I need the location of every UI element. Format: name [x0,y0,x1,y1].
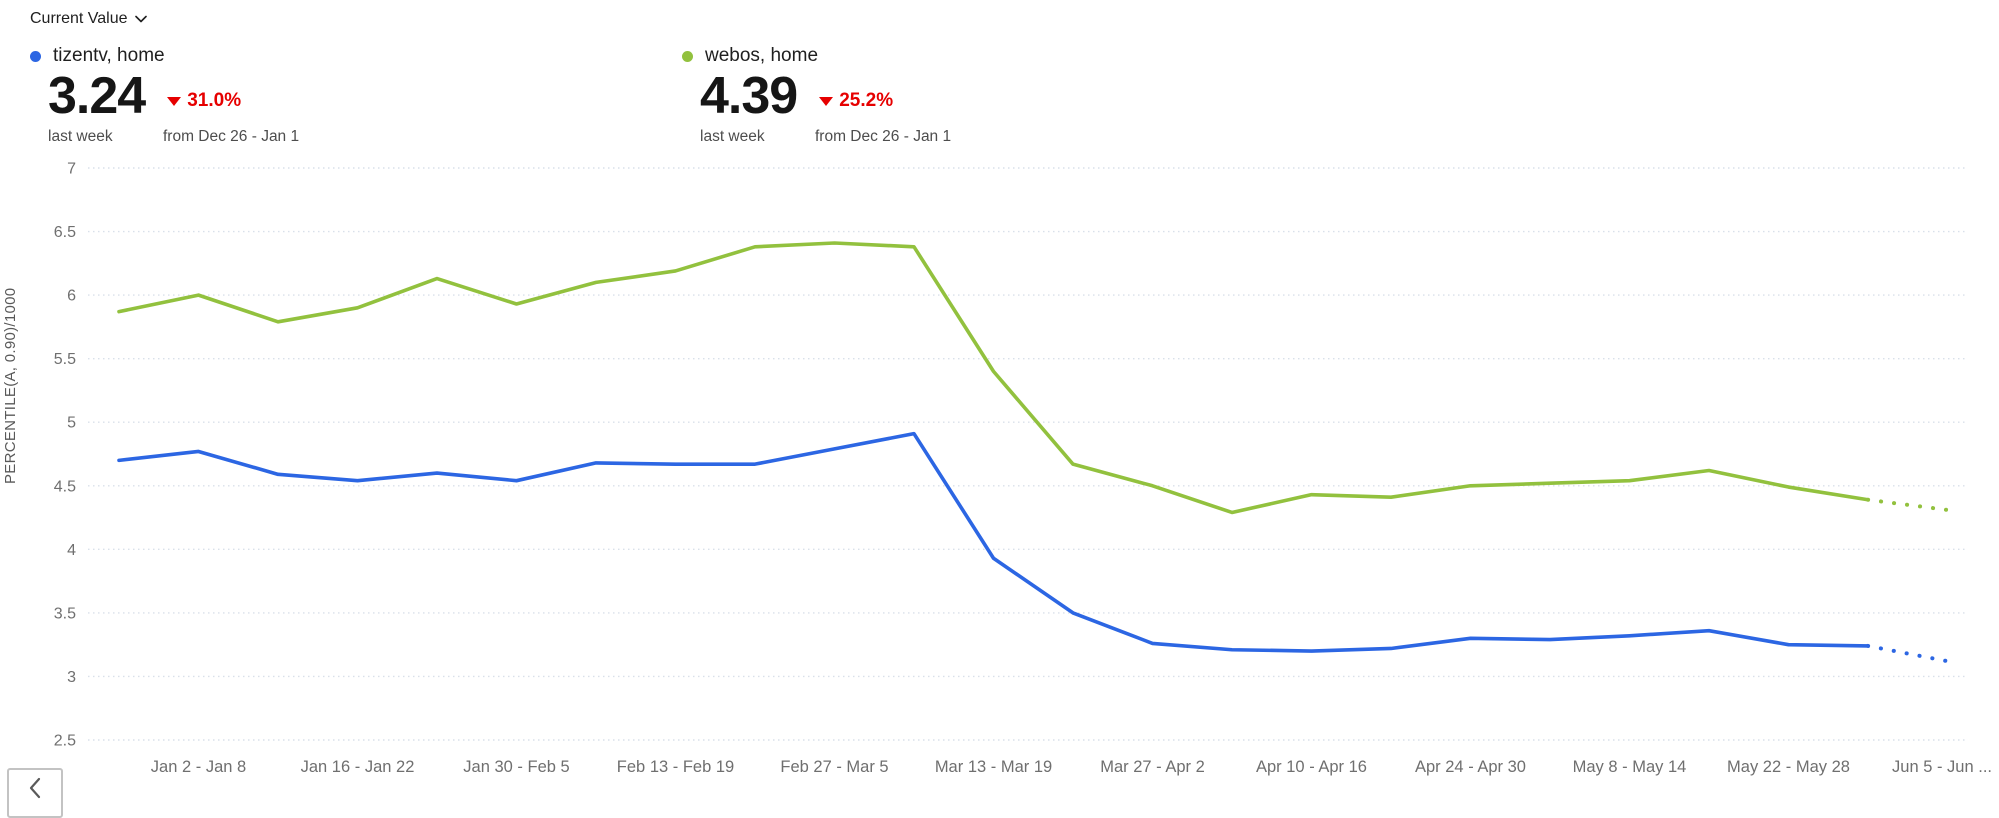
current-value: 4.39 [700,67,798,125]
svg-text:Feb 27 - Mar 5: Feb 27 - Mar 5 [780,758,888,776]
svg-text:Apr 24 - Apr 30: Apr 24 - Apr 30 [1415,758,1526,776]
chevron-left-icon [29,777,41,799]
svg-text:4: 4 [67,542,76,559]
period-label: last week [48,128,113,145]
delta-badge: 31.0% [167,90,241,112]
current-value-dropdown[interactable]: Current Value [30,10,147,28]
svg-text:May 22 - May 28: May 22 - May 28 [1727,758,1850,776]
delta-percent: 25.2% [839,90,894,111]
svg-text:3: 3 [67,669,76,686]
current-value: 3.24 [48,67,146,125]
svg-text:6.5: 6.5 [54,224,76,241]
metric-block-tizentv: tizentv, home 3.24 31.0% last week from … [30,45,300,146]
current-value-dropdown-label: Current Value [30,10,128,27]
svg-text:Feb 13 - Feb 19: Feb 13 - Feb 19 [617,758,734,776]
comparison-label: from Dec 26 - Jan 1 [163,128,300,145]
arrow-down-icon [819,96,834,106]
svg-text:Jun 5 - Jun ...: Jun 5 - Jun ... [1892,758,1992,776]
svg-text:Jan 30 - Feb 5: Jan 30 - Feb 5 [463,758,569,776]
svg-text:Mar 13 - Mar 19: Mar 13 - Mar 19 [935,758,1052,776]
legend-row[interactable]: tizentv, home [30,45,299,66]
legend-row[interactable]: webos, home [682,45,951,66]
svg-text:Jan 16 - Jan 22: Jan 16 - Jan 22 [301,758,415,776]
comparison-label: from Dec 26 - Jan 1 [815,128,952,145]
prev-page-button[interactable] [7,768,63,818]
svg-text:5.5: 5.5 [54,351,76,368]
delta-percent: 31.0% [187,90,242,111]
svg-text:Jan 2 - Jan 8: Jan 2 - Jan 8 [151,758,246,776]
series-dot-green [682,50,693,62]
svg-text:May 8 - May 14: May 8 - May 14 [1573,758,1687,776]
metric-block-webos: webos, home 4.39 25.2% last week from De… [682,45,952,146]
dashboard-chart-panel: { "header": { "metric_selector_label": "… [2,10,1992,818]
period-label: last week [700,128,765,145]
delta-badge: 25.2% [819,90,893,112]
svg-text:2.5: 2.5 [54,733,76,750]
series-name: tizentv, home [53,45,165,66]
series-dot-blue [30,50,41,62]
arrow-down-icon [167,96,182,106]
svg-text:4.5: 4.5 [54,478,76,495]
chart-svg: 2.5 3 3.5 4 4.5 5 5.5 6 6.5 7 Jan 2 - Jan 8 Jan 16 … [54,161,1992,777]
series-name: webos, home [705,45,819,66]
svg-text:6: 6 [67,288,76,305]
svg-text:Mar 27 - Apr 2: Mar 27 - Apr 2 [1100,758,1205,776]
svg-text:Apr 10 - Apr 16: Apr 10 - Apr 16 [1256,758,1367,776]
svg-text:7: 7 [67,161,76,178]
svg-text:5: 5 [67,415,76,432]
svg-text:3.5: 3.5 [54,605,76,622]
chevron-down-icon [134,15,147,23]
